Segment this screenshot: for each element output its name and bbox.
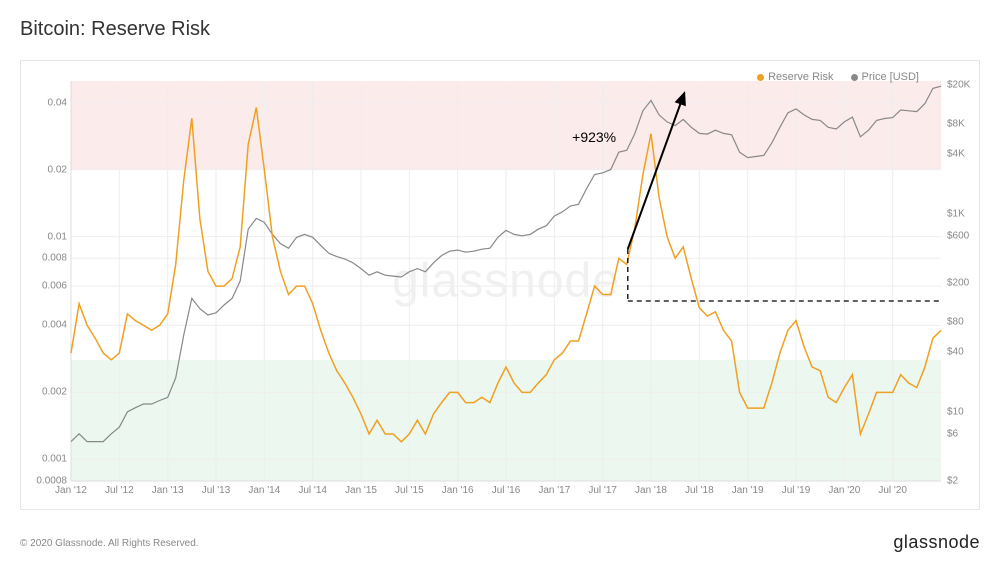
y-right-label: $8K: [947, 119, 965, 130]
annotation-text: +923%: [572, 129, 616, 145]
x-label: Jan '20: [828, 485, 860, 496]
x-label: Jul '19: [782, 485, 811, 496]
y-right-label: $40: [947, 347, 964, 358]
footer-copyright: © 2020 Glassnode. All Rights Reserved.: [20, 538, 199, 549]
x-label: Jan '12: [55, 485, 87, 496]
y-left-label: 0.02: [23, 164, 67, 175]
x-label: Jul '12: [105, 485, 134, 496]
y-right-label: $2: [947, 476, 958, 487]
x-label: Jan '17: [538, 485, 570, 496]
y-right-label: $80: [947, 317, 964, 328]
y-left-label: 0.001: [23, 454, 67, 465]
y-left-label: 0.04: [23, 97, 67, 108]
y-right-label: $6: [947, 428, 958, 439]
plot-area: glassnode +923% 0.00080.0010.0020.0040.0…: [71, 81, 941, 481]
y-right-label: $200: [947, 278, 969, 289]
y-right-label: $20K: [947, 80, 970, 91]
x-label: Jan '19: [732, 485, 764, 496]
chart-title: Bitcoin: Reserve Risk: [20, 18, 210, 41]
y-left-label: 0.01: [23, 231, 67, 242]
x-label: Jan '18: [635, 485, 667, 496]
y-right-label: $10: [947, 406, 964, 417]
x-label: Jul '20: [878, 485, 907, 496]
y-left-label: 0.008: [23, 253, 67, 264]
y-right-label: $1K: [947, 208, 965, 219]
x-label: Jan '16: [442, 485, 474, 496]
x-label: Jul '15: [395, 485, 424, 496]
annotations: [71, 81, 941, 481]
y-left-label: 0.002: [23, 387, 67, 398]
y-right-label: $600: [947, 230, 969, 241]
chart-frame: Reserve Risk Price [USD] glassnode +923%…: [20, 60, 980, 510]
brand-logo: glassnode: [893, 532, 980, 553]
y-right-label: $4K: [947, 149, 965, 160]
x-label: Jul '18: [685, 485, 714, 496]
x-label: Jan '13: [152, 485, 184, 496]
x-label: Jul '14: [298, 485, 327, 496]
x-label: Jul '13: [202, 485, 231, 496]
x-label: Jan '14: [248, 485, 280, 496]
y-left-label: 0.004: [23, 320, 67, 331]
x-label: Jan '15: [345, 485, 377, 496]
x-label: Jul '17: [588, 485, 617, 496]
y-left-label: 0.006: [23, 281, 67, 292]
x-label: Jul '16: [492, 485, 521, 496]
